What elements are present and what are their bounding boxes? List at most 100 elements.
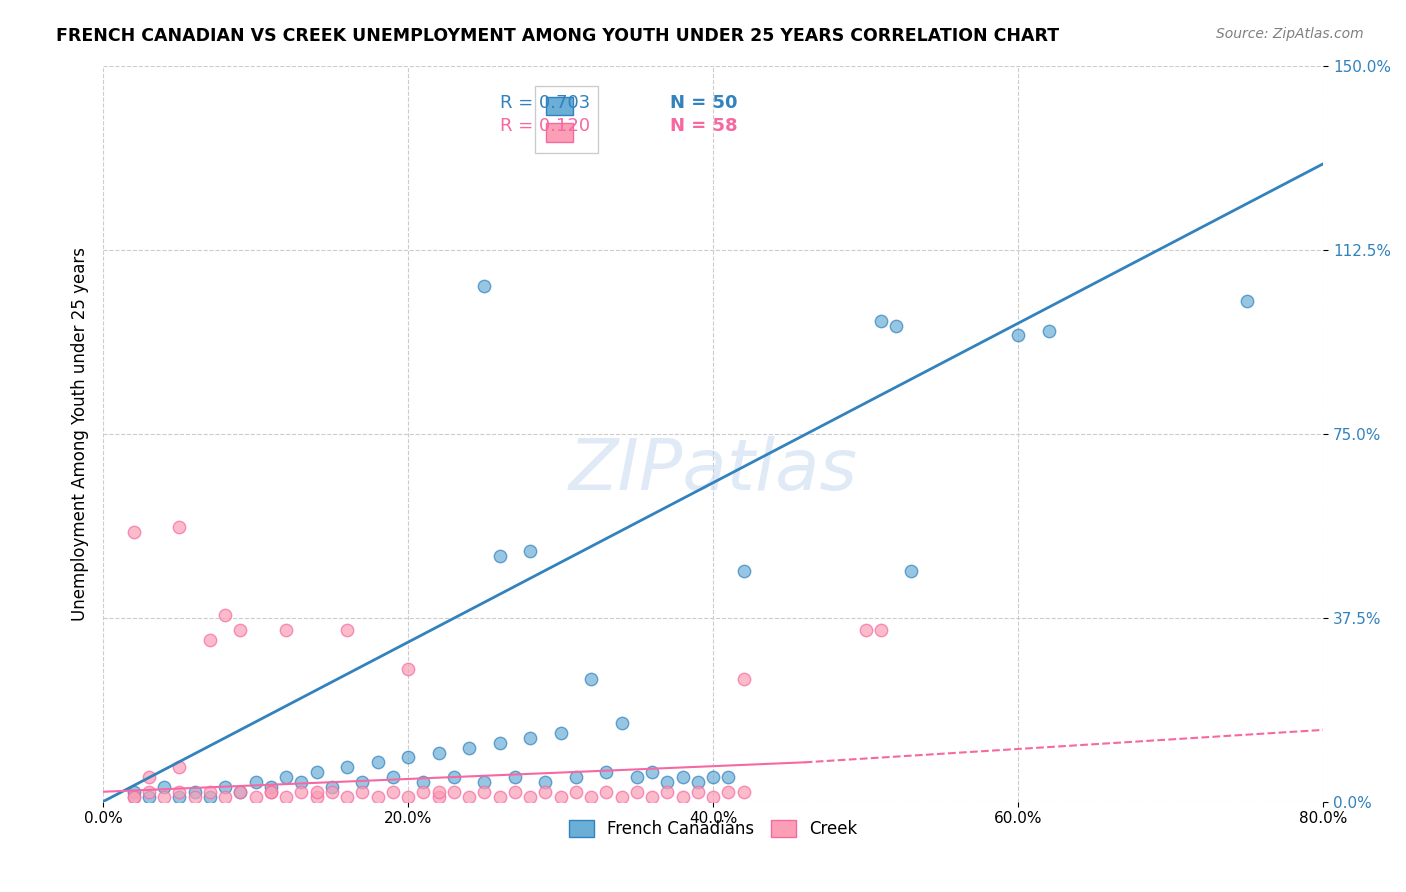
Point (169, 760, 191, 774)
Text: R = 0.120: R = 0.120 (499, 117, 589, 135)
Point (214, 780, 236, 794)
Point (122, 789, 145, 804)
Point (733, 785, 755, 799)
Point (276, 623, 298, 637)
Point (260, 780, 283, 794)
Point (610, 716, 633, 731)
Text: N = 58: N = 58 (671, 117, 738, 135)
Point (488, 789, 510, 804)
Point (276, 789, 298, 804)
Point (657, 785, 679, 799)
Point (169, 785, 191, 799)
Point (519, 731, 541, 745)
Point (198, 789, 221, 804)
Point (245, 775, 267, 789)
Point (138, 785, 160, 799)
Point (260, 785, 283, 799)
Point (352, 785, 374, 799)
Point (474, 785, 496, 799)
Point (641, 789, 664, 804)
Point (260, 785, 283, 799)
Point (519, 789, 541, 804)
Point (214, 789, 236, 804)
Point (550, 789, 572, 804)
Point (276, 770, 298, 784)
Point (488, 549, 510, 564)
Point (503, 785, 526, 799)
Y-axis label: Unemployment Among Youth under 25 years: Unemployment Among Youth under 25 years (72, 246, 89, 621)
Point (686, 785, 709, 799)
Point (443, 770, 465, 784)
Point (229, 785, 252, 799)
Point (153, 780, 176, 794)
Point (870, 623, 893, 637)
Point (565, 770, 588, 784)
Point (534, 785, 557, 799)
Point (733, 672, 755, 686)
Point (870, 314, 893, 328)
Point (214, 608, 236, 623)
Point (305, 789, 328, 804)
Point (396, 789, 419, 804)
Point (290, 785, 312, 799)
Point (534, 775, 557, 789)
Point (474, 775, 496, 789)
Point (336, 623, 359, 637)
Point (183, 785, 205, 799)
Point (900, 564, 922, 578)
Point (412, 785, 434, 799)
Point (122, 524, 145, 539)
Point (672, 789, 695, 804)
Point (169, 789, 191, 804)
Point (245, 789, 267, 804)
Point (550, 726, 572, 740)
Point (626, 785, 648, 799)
Point (733, 564, 755, 578)
Point (565, 785, 588, 799)
Point (367, 756, 389, 770)
Point (855, 623, 877, 637)
Point (427, 746, 450, 760)
Point (519, 544, 541, 558)
Point (717, 770, 740, 784)
Text: ZIPatlas: ZIPatlas (568, 436, 858, 505)
Point (381, 785, 404, 799)
Point (352, 775, 374, 789)
Point (1038, 324, 1060, 338)
Point (458, 789, 481, 804)
Point (657, 775, 679, 789)
Text: Source: ZipAtlas.com: Source: ZipAtlas.com (1216, 27, 1364, 41)
Point (138, 770, 160, 784)
Point (1236, 294, 1258, 309)
Text: R = 0.703: R = 0.703 (499, 95, 591, 112)
Point (396, 750, 419, 764)
Point (396, 662, 419, 676)
Point (626, 770, 648, 784)
Point (1007, 328, 1029, 343)
Point (321, 785, 343, 799)
Point (183, 789, 205, 804)
Point (717, 785, 740, 799)
Point (367, 789, 389, 804)
Point (503, 770, 526, 784)
Point (198, 632, 221, 647)
Point (443, 785, 465, 799)
Point (579, 672, 602, 686)
Point (336, 789, 359, 804)
Point (641, 765, 664, 780)
Point (122, 785, 145, 799)
Point (290, 775, 312, 789)
Point (686, 775, 709, 789)
Point (595, 765, 617, 780)
Point (427, 785, 450, 799)
Point (336, 760, 359, 774)
Point (672, 770, 695, 784)
Text: N = 50: N = 50 (671, 95, 738, 112)
Point (169, 520, 191, 534)
Point (702, 789, 724, 804)
Point (884, 318, 907, 333)
Point (229, 785, 252, 799)
Point (153, 789, 176, 804)
Point (474, 279, 496, 293)
Point (138, 789, 160, 804)
